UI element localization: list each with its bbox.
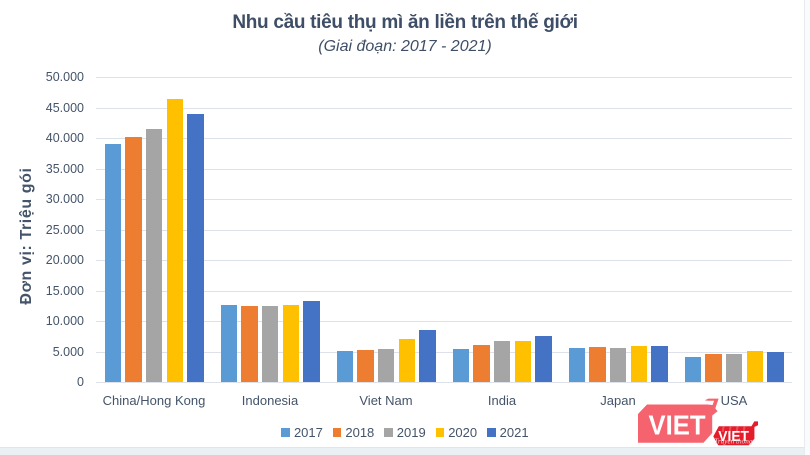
svg-text:VIET: VIET [649, 410, 706, 441]
svg-text:Truyền thông: Truyền thông [714, 436, 753, 445]
svg-text:VIET: VIET [718, 429, 749, 446]
